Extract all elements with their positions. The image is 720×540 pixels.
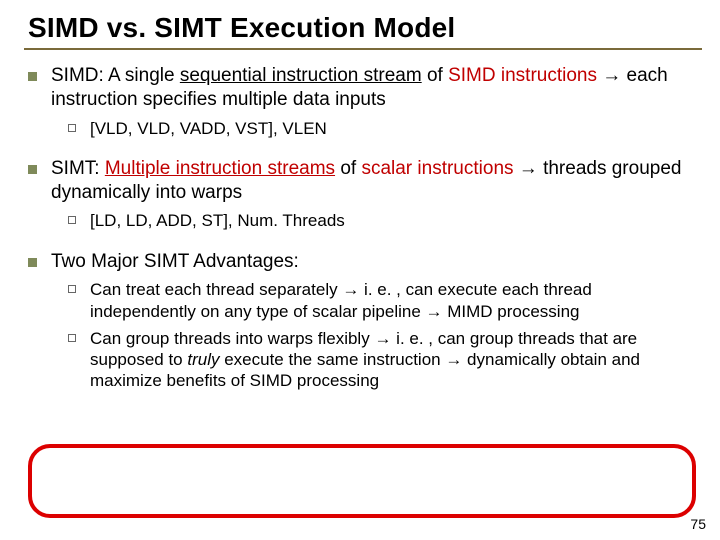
simt-text: SIMT: Multiple instruction streams of sc… (51, 157, 698, 205)
slide-title: SIMD vs. SIMT Execution Model (28, 12, 698, 44)
txt-red-underline: Multiple instruction streams (105, 158, 335, 179)
arrow-icon: → (445, 350, 462, 369)
simd-sub: [VLD, VLD, VADD, VST], VLEN (90, 118, 327, 139)
title-underline (24, 48, 702, 50)
sub-adv1: Can treat each thread separately → i. e.… (68, 279, 698, 322)
slide: SIMD vs. SIMT Execution Model SIMD: A si… (0, 0, 720, 540)
bullet-advantages: Two Major SIMT Advantages: (28, 250, 698, 274)
txt-red: SIMD instructions (448, 65, 597, 86)
sub-simd: [VLD, VLD, VADD, VST], VLEN (68, 118, 698, 139)
page-number: 75 (690, 516, 706, 532)
txt: MIMD processing (443, 302, 580, 321)
advantages-title: Two Major SIMT Advantages: (51, 250, 299, 274)
txt-underline: sequential instruction stream (180, 65, 422, 86)
open-square-bullet-icon (68, 124, 76, 132)
txt-italic: truly (187, 350, 219, 369)
arrow-icon: → (374, 329, 391, 348)
bullet-simd: SIMD: A single sequential instruction st… (28, 64, 698, 112)
sub-adv2: Can group threads into warps flexibly → … (68, 328, 698, 392)
adv1-text: Can treat each thread separately → i. e.… (90, 279, 698, 322)
arrow-icon: → (519, 158, 538, 179)
txt: Can treat each thread separately (90, 280, 342, 299)
square-bullet-icon (28, 258, 37, 267)
bullet-simt: SIMT: Multiple instruction streams of sc… (28, 157, 698, 205)
txt-red: scalar instructions (361, 158, 513, 179)
simd-text: SIMD: A single sequential instruction st… (51, 64, 698, 112)
square-bullet-icon (28, 72, 37, 81)
txt: SIMT: (51, 158, 105, 179)
arrow-icon: → (426, 302, 443, 321)
square-bullet-icon (28, 165, 37, 174)
txt: of (422, 65, 448, 86)
txt: of (335, 158, 361, 179)
sub-simt: [LD, LD, ADD, ST], Num. Threads (68, 210, 698, 231)
adv2-text: Can group threads into warps flexibly → … (90, 328, 698, 392)
simt-sub: [LD, LD, ADD, ST], Num. Threads (90, 210, 345, 231)
txt: SIMD: A single (51, 65, 180, 86)
arrow-icon: → (602, 65, 621, 86)
txt: Can group threads into warps flexibly (90, 329, 374, 348)
open-square-bullet-icon (68, 334, 76, 342)
open-square-bullet-icon (68, 216, 76, 224)
open-square-bullet-icon (68, 285, 76, 293)
arrow-icon: → (342, 280, 359, 299)
txt: execute the same instruction (219, 350, 445, 369)
